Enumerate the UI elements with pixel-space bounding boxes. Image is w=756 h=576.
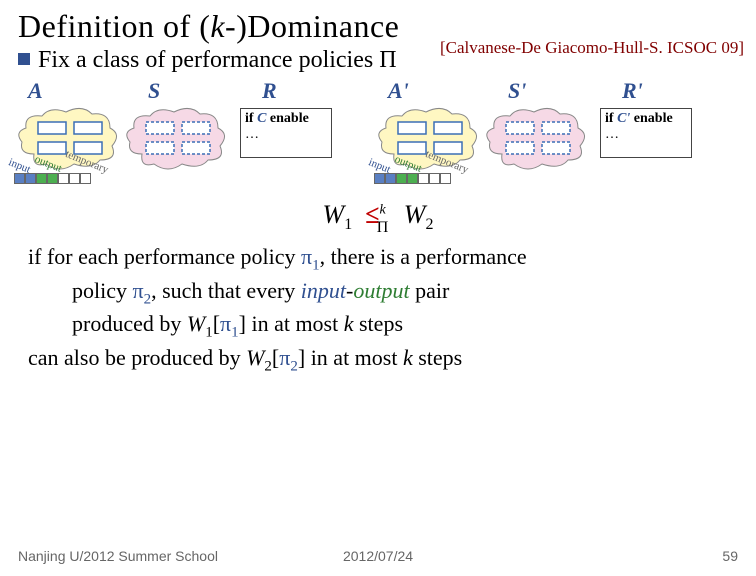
- cell: [418, 173, 429, 184]
- footer-page-number: 59: [722, 548, 738, 564]
- cloud-s2-icon: [482, 104, 592, 182]
- citation: [Calvanese-De Giacomo-Hull-S. ICSOC 09]: [440, 38, 744, 58]
- diagram-row: A S R if C enable …: [0, 74, 756, 190]
- label-r: R: [262, 78, 277, 104]
- bullet-pi: Π: [379, 47, 396, 73]
- dominance-relation: W1 ≤kΠ W2: [0, 190, 756, 242]
- cell: [407, 173, 418, 184]
- cloud-s-icon: [122, 104, 232, 182]
- cell: [36, 173, 47, 184]
- label-a2: A': [388, 78, 409, 104]
- cell: [440, 173, 451, 184]
- cell: [14, 173, 25, 184]
- title-k: k: [210, 8, 225, 44]
- cell: [80, 173, 91, 184]
- cell: [396, 173, 407, 184]
- label-r2: R': [622, 78, 643, 104]
- label-a: A: [28, 78, 43, 104]
- footer-left: Nanjing U/2012 Summer School: [18, 548, 218, 564]
- bullet-text: Fix a class of performance policies: [38, 47, 379, 73]
- cloud-s2: [488, 110, 586, 176]
- cell: [58, 173, 69, 184]
- workflow-left: A S R if C enable …: [14, 78, 374, 190]
- definition-paragraph: if for each performance policy π1, there…: [0, 242, 756, 377]
- cell: [47, 173, 58, 184]
- cell: [25, 173, 36, 184]
- bullet-square-icon: [18, 53, 30, 65]
- rule-box-left: if C enable …: [240, 108, 332, 158]
- cloud-s: [128, 110, 226, 176]
- label-s2: S': [508, 78, 526, 104]
- cell: [385, 173, 396, 184]
- cell: [69, 173, 80, 184]
- title-pre: Definition of (: [18, 8, 210, 44]
- workflow-right: A' S' R' if C' enable …: [374, 78, 734, 190]
- cell: [374, 173, 385, 184]
- io-strip-left: [14, 173, 91, 184]
- title-rest: -)Dominance: [225, 8, 399, 44]
- footer-center: 2012/07/24: [343, 548, 413, 564]
- cell: [429, 173, 440, 184]
- rule-box-right: if C' enable …: [600, 108, 692, 158]
- label-s: S: [148, 78, 160, 104]
- io-strip-right: [374, 173, 451, 184]
